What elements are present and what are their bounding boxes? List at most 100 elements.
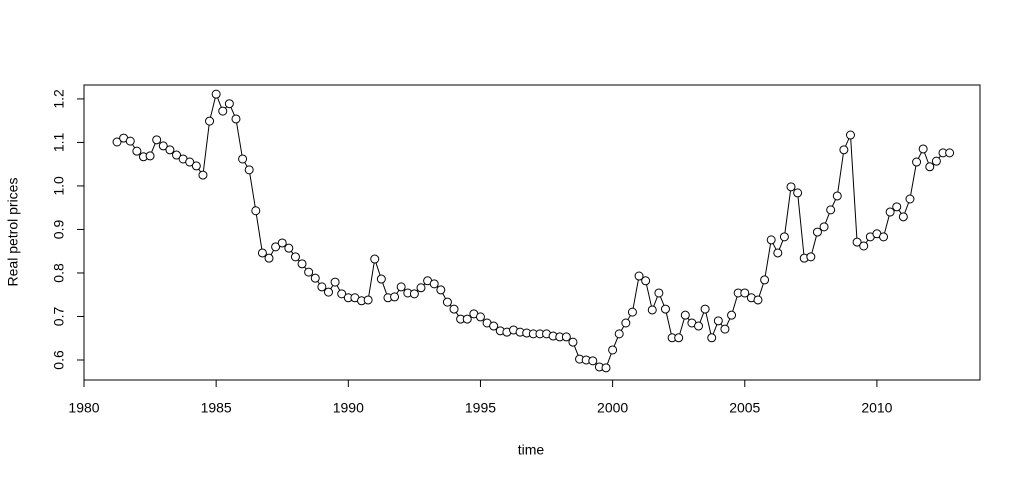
data-point <box>700 304 710 314</box>
data-point <box>363 295 373 305</box>
data-point <box>409 289 419 299</box>
data-point <box>912 157 922 167</box>
data-point <box>905 194 915 204</box>
data-point <box>264 253 274 263</box>
data-point <box>786 182 796 192</box>
data-point <box>945 148 955 158</box>
data-point <box>740 288 750 298</box>
data-point <box>680 310 690 320</box>
data-point <box>251 206 261 216</box>
data-point <box>277 238 287 248</box>
x-tick-label: 1985 <box>201 400 232 416</box>
data-point <box>760 275 770 285</box>
data-point <box>310 273 320 283</box>
data-point <box>172 150 182 160</box>
data-point <box>376 274 386 284</box>
y-tick-label: 0.8 <box>51 263 67 283</box>
y-tick-label: 0.9 <box>51 220 67 240</box>
data-point <box>205 116 215 126</box>
data-point <box>879 232 889 242</box>
x-tick-label: 2000 <box>597 400 628 416</box>
data-point <box>244 165 254 175</box>
data-point <box>806 252 816 262</box>
data-point <box>125 136 135 146</box>
data-point <box>641 276 651 286</box>
data-point <box>330 277 340 287</box>
data-point <box>297 259 307 269</box>
data-point <box>845 130 855 140</box>
data-point <box>588 356 598 366</box>
data-point <box>852 237 862 247</box>
x-tick-label: 1980 <box>68 400 99 416</box>
data-point <box>779 232 789 242</box>
data-point <box>674 333 684 343</box>
data-point <box>152 135 162 145</box>
data-point <box>621 318 631 328</box>
data-point <box>323 287 333 297</box>
y-axis-label: Real petrol prices <box>5 178 21 287</box>
data-point <box>396 282 406 292</box>
data-point <box>727 310 737 320</box>
data-point <box>198 170 208 180</box>
x-tick-label: 2010 <box>861 400 892 416</box>
data-point <box>231 114 241 124</box>
data-point <box>436 285 446 295</box>
data-point <box>158 141 168 151</box>
data-point <box>694 321 704 331</box>
data-point <box>489 321 499 331</box>
data-point <box>819 222 829 232</box>
data-point <box>290 252 300 262</box>
data-point <box>634 271 644 281</box>
x-tick-label: 1995 <box>465 400 496 416</box>
x-tick-label: 2005 <box>729 400 760 416</box>
data-point <box>826 205 836 215</box>
y-tick-label: 1.0 <box>51 176 67 196</box>
data-point <box>390 292 400 302</box>
data-point <box>614 329 624 339</box>
data-point <box>462 314 472 324</box>
data-point <box>885 207 895 217</box>
data-point <box>839 145 849 155</box>
y-tick-label: 1.2 <box>51 89 67 109</box>
data-point <box>304 267 314 277</box>
y-tick-label: 0.7 <box>51 307 67 327</box>
x-tick-label: 1990 <box>333 400 364 416</box>
data-point <box>918 144 928 154</box>
data-point <box>284 243 294 253</box>
x-axis-label: time <box>518 442 545 458</box>
data-point <box>429 279 439 289</box>
data-point <box>707 333 717 343</box>
data-point <box>271 242 281 252</box>
data-point <box>112 137 122 147</box>
data-point <box>601 363 611 373</box>
data-point <box>132 146 142 156</box>
data-point <box>224 99 234 109</box>
data-point <box>370 254 380 264</box>
data-point <box>211 89 221 99</box>
data-point <box>416 283 426 293</box>
y-tick-label: 1.1 <box>51 132 67 152</box>
data-point <box>337 289 347 299</box>
data-point <box>753 295 763 305</box>
data-point <box>185 157 195 167</box>
data-point <box>475 312 485 322</box>
data-point <box>720 324 730 334</box>
data-point <box>773 248 783 258</box>
data-point <box>931 156 941 166</box>
data-point <box>660 304 670 314</box>
data-point <box>832 191 842 201</box>
y-tick-label: 0.6 <box>51 350 67 370</box>
data-point <box>191 161 201 171</box>
data-point <box>812 227 822 237</box>
data-point <box>442 297 452 307</box>
data-point <box>145 151 155 161</box>
data-point <box>859 241 869 251</box>
data-point <box>647 305 657 315</box>
data-point <box>627 307 637 317</box>
data-point <box>793 188 803 198</box>
data-point <box>257 248 267 258</box>
data-point <box>654 288 664 298</box>
data-point <box>568 337 578 347</box>
data-point <box>925 162 935 172</box>
